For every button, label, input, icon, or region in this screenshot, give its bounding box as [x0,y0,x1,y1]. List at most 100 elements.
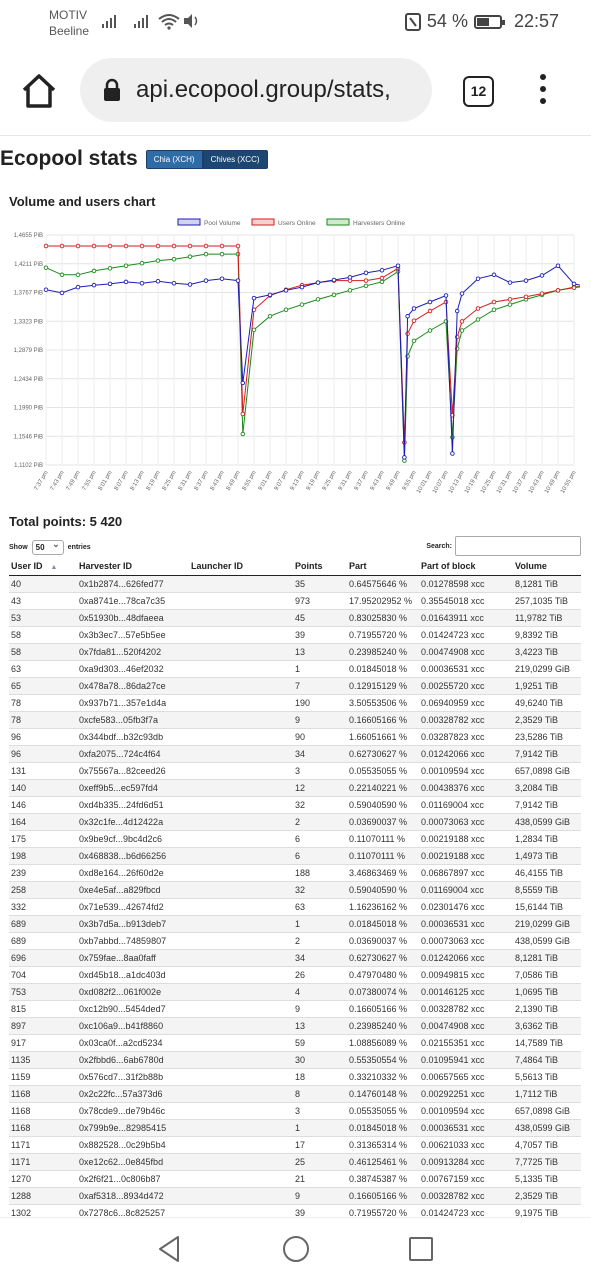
part-of-block-cell: 0.00146125 xcc [413,982,501,1000]
part-of-block-cell: 0.03287823 xcc [413,727,501,745]
volume-cell: 438,0599 GiB [501,1118,581,1136]
x-tick-label: 10:25 pm [480,470,498,495]
col-part[interactable]: Part [339,558,413,576]
address-bar[interactable]: api.ecopool.group/stats, [80,58,432,122]
user-id-cell: 704 [9,965,69,983]
part-cell: 0.59040590 % [339,880,413,898]
data-point [459,328,465,333]
data-point [240,380,246,386]
points-cell: 32 [293,795,339,813]
part-cell: 17.95202952 % [339,591,413,609]
points-cell: 8 [293,1084,339,1102]
data-point [155,279,161,284]
volume-cell: 219,0299 GiB [501,914,581,932]
y-tick-label: 1,3767 PiB [14,291,43,297]
col-points[interactable]: Points [293,558,339,576]
part-of-block-cell: 0.00474908 xcc [413,642,501,660]
harvester-id-cell: 0x2fbbd6...6ab6780d [69,1050,189,1068]
legend-swatch [326,218,350,226]
search-input[interactable] [455,536,581,556]
data-point [283,288,289,293]
data-point [91,282,97,288]
data-point [43,243,49,249]
part-cell: 0.55350554 % [339,1050,413,1068]
col-user-id[interactable]: User ID ▲ [9,558,69,576]
launcher-id-cell [189,710,293,728]
part-cell: 0.01845018 % [339,914,413,932]
part-cell: 0.71955720 % [339,625,413,643]
data-point [235,243,241,249]
table-row: 1168 0x799b9e...82985415 1 0.01845018 % 0.00… [9,1118,581,1136]
data-point [75,284,81,290]
chart-svg: 1,4655 PiB 1,4211 PiB 1,3767 PiB 1,3323 PiB… [14,218,591,495]
data-point [555,263,561,268]
data-point [331,277,337,283]
harvester-id-cell: 0xcfe583...05fb3f7a [69,710,189,728]
recents-icon[interactable] [407,1234,435,1264]
points-cell: 4 [293,982,339,1000]
harvester-id-cell: 0xc106a9...b41f8860 [69,1016,189,1034]
table-row: 63 0xa9d303...46ef2032 1 0.01845018 % 0.0003… [9,659,581,677]
x-tick-label: 7:55 pm [82,470,98,492]
col-volume[interactable]: Volume [501,558,581,576]
series-line [46,245,591,443]
chart-heading: Volume and users chart [9,194,156,209]
table-header-row: User ID ▲ Harvester ID Launcher ID Points… [9,558,581,576]
user-id-cell: 917 [9,1033,69,1051]
part-cell: 1.08856089 % [339,1033,413,1051]
x-tick-label: 10:07 pm [432,470,450,495]
harvester-id-cell: 0x71e539...42674fd2 [69,897,189,915]
clock: 22:57 [513,11,559,31]
user-id-cell: 96 [9,744,69,762]
table-controls: Show 50 entries Search: [9,536,581,558]
points-cell: 9 [293,999,339,1017]
home-nav-icon[interactable] [282,1234,310,1264]
part-of-block-cell: 0.01169004 xcc [413,795,501,813]
signal-icon [102,15,116,28]
y-tick-label: 1,3323 PiB [14,319,43,325]
col-launcher-id[interactable]: Launcher ID [189,558,293,576]
harvester-id-cell: 0x799b9e...82985415 [69,1118,189,1136]
chia-button[interactable]: Chia (XCH) [145,149,203,169]
data-point [187,243,193,249]
launcher-id-cell [189,897,293,915]
harvester-id-cell: 0x7278c6...8c825257 [69,1203,189,1217]
back-icon[interactable] [156,1234,182,1264]
harvester-id-cell: 0xeff9b5...ec597fd4 [69,778,189,796]
harvester-id-cell: 0xd082f2...061f002e [69,982,189,1000]
system-nav-bar [0,1217,591,1280]
more-menu-icon[interactable] [538,74,548,110]
table-row: 1288 0xaf5318...8934d472 9 0.16605166 % 0.00… [9,1186,581,1204]
launcher-id-cell [189,625,293,643]
x-tick-label: 10:37 pm [512,470,530,495]
home-icon[interactable] [20,72,58,110]
part-of-block-cell: 0.00657565 xcc [413,1067,501,1085]
part-of-block-cell: 0.00036531 xcc [413,914,501,932]
nfc-icon [404,12,421,31]
user-id-cell: 332 [9,897,69,915]
legend-label: Pool Volume [204,220,241,227]
data-point [347,275,353,280]
chives-button[interactable]: Chives (XCC) [202,149,268,169]
tab-switcher-button[interactable]: 12 [463,76,494,107]
y-tick-label: 1,1990 PiB [14,406,43,412]
volume-cell: 438,0599 GiB [501,931,581,949]
data-point [299,302,305,307]
data-point [107,281,113,287]
browser-toolbar: api.ecopool.group/stats, 12 [0,46,591,136]
harvester-id-cell: 0x937b71...357e1d4a [69,693,189,711]
table-row: 1171 0x882528...0c29b5b4 17 0.31365314 % 0.0… [9,1135,581,1153]
launcher-id-cell [189,965,293,983]
user-id-cell: 40 [9,574,69,592]
data-point [507,297,513,302]
col-part-of-block[interactable]: Part of block [413,558,501,576]
col-harvester-id[interactable]: Harvester ID [69,558,189,576]
part-cell: 0.62730627 % [339,744,413,762]
part-cell: 0.59040590 % [339,795,413,813]
launcher-id-cell [189,880,293,898]
lock-icon [104,78,120,101]
entries-select[interactable]: 50 [31,538,64,555]
part-of-block-cell: 0.00474908 xcc [413,1016,501,1034]
url-text[interactable]: api.ecopool.group/stats, [136,76,391,103]
points-cell: 6 [293,829,339,847]
